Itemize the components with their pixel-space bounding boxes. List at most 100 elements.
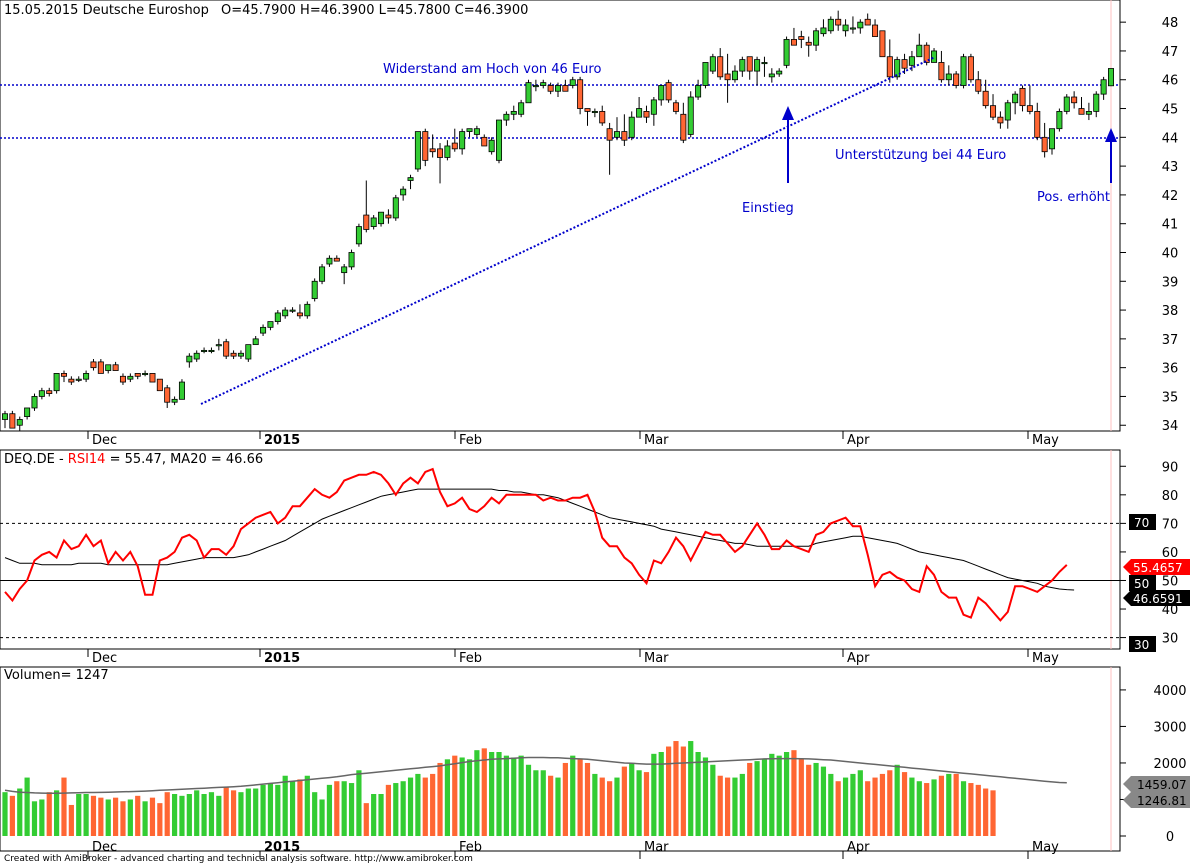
volume-bar <box>223 786 229 836</box>
candle-body <box>827 18 834 32</box>
volume-bar <box>909 777 915 836</box>
candle-body <box>53 373 60 392</box>
rsi-title-rest: = 55.47, MA20 = 46.66 <box>105 452 263 467</box>
candle-body <box>547 85 554 92</box>
candle-body <box>1012 93 1019 104</box>
volume-bar <box>378 794 384 836</box>
rsi-title-prefix: DEQ.DE - <box>4 452 68 467</box>
candle-body <box>274 312 281 322</box>
candle-body <box>119 375 126 383</box>
candle-body <box>97 361 104 374</box>
candle-body <box>282 309 289 317</box>
volume-bar <box>171 794 178 836</box>
candle-body <box>341 266 348 274</box>
candle-body <box>9 413 16 429</box>
candle-body <box>1108 68 1115 87</box>
volume-bar <box>46 792 52 836</box>
candle-body <box>171 398 178 403</box>
candle-body <box>813 30 820 46</box>
month-label: Apr <box>847 651 870 666</box>
volume-bar <box>474 750 480 836</box>
volume-bar <box>24 777 30 836</box>
volume-bar <box>348 783 355 836</box>
volume-bar <box>592 773 598 836</box>
rsi-tick-label: 70 <box>1162 517 1179 532</box>
candle-body <box>857 21 864 29</box>
candle-body <box>761 62 768 65</box>
volume-bar <box>688 741 694 836</box>
candle-body <box>112 364 119 371</box>
month-label: May <box>1032 840 1059 855</box>
volume-markers: 1459.07 1246.81 <box>1123 776 1190 808</box>
candle-body <box>872 24 879 37</box>
volume-bar <box>422 777 428 836</box>
month-label: Dec <box>92 433 117 448</box>
candle-body <box>577 79 584 109</box>
volume-bar <box>76 794 82 836</box>
volume-bar <box>157 803 163 836</box>
volume-bar <box>142 801 148 836</box>
candle-body <box>680 113 687 141</box>
volume-bar <box>525 764 532 836</box>
volume-bar <box>717 775 723 836</box>
candle-body <box>606 128 613 141</box>
volume-bar <box>319 799 325 836</box>
x-axis-price: Dec 2015 Feb Mar Apr May <box>87 431 1059 448</box>
volume-bar <box>747 762 753 836</box>
candle-body <box>938 62 945 81</box>
candle-body <box>459 131 466 150</box>
volume-bar <box>430 773 436 836</box>
candle-body <box>805 41 812 46</box>
candle-body <box>83 373 90 380</box>
volume-bar <box>739 773 745 836</box>
volume-bar <box>164 792 170 836</box>
month-label: May <box>1032 651 1059 666</box>
candle-body <box>237 352 244 357</box>
rsi-axis: 30 40 50 60 70 80 90 <box>1120 460 1179 647</box>
volume-bar <box>533 770 539 836</box>
volume-bar <box>975 784 981 836</box>
volume-axis: 01000200030004000 <box>1120 684 1187 845</box>
candle-body <box>496 119 503 161</box>
volume-bar <box>385 784 392 836</box>
candle-body <box>975 79 982 92</box>
candle-body <box>370 217 377 227</box>
volume-bar <box>599 777 605 836</box>
candle-body <box>134 373 141 377</box>
candle-body <box>296 312 303 317</box>
volume-bar <box>407 777 414 836</box>
candle-body <box>1085 111 1092 115</box>
volume-bar <box>194 790 200 836</box>
candle-body <box>355 226 362 245</box>
candle-body <box>923 44 930 63</box>
volume-bar <box>879 773 886 836</box>
candle-body <box>790 39 797 46</box>
candle-body <box>1056 111 1063 130</box>
candle-body <box>267 321 274 328</box>
candle-body <box>333 257 340 262</box>
candle-body <box>731 70 738 81</box>
candle-body <box>709 56 716 72</box>
volume-bar <box>946 773 952 836</box>
volume-marker-ma: 1459.07 <box>1137 778 1187 792</box>
month-label: Mar <box>644 840 669 855</box>
candle-body <box>562 85 569 92</box>
candle-body <box>636 108 643 118</box>
volume-tick-label: 3000 <box>1153 720 1186 735</box>
candle-body <box>739 59 746 72</box>
x-axis-volume: Dec 2015 Feb Mar Apr May <box>87 840 1059 859</box>
volume-bar <box>629 762 635 836</box>
volume-bar <box>983 788 989 836</box>
candle-body <box>916 44 923 58</box>
volume-bar <box>916 781 922 836</box>
price-tick-label: 45 <box>1162 103 1179 118</box>
volume-bar <box>179 795 185 836</box>
price-tick-label: 40 <box>1162 246 1179 261</box>
raised-label: Pos. erhöht <box>1037 190 1110 205</box>
volume-bar <box>371 794 377 836</box>
candles <box>2 10 1115 431</box>
price-tick-label: 47 <box>1162 45 1179 60</box>
candle-body <box>532 85 539 88</box>
candle-body <box>783 39 790 66</box>
month-label: Dec <box>92 651 117 666</box>
